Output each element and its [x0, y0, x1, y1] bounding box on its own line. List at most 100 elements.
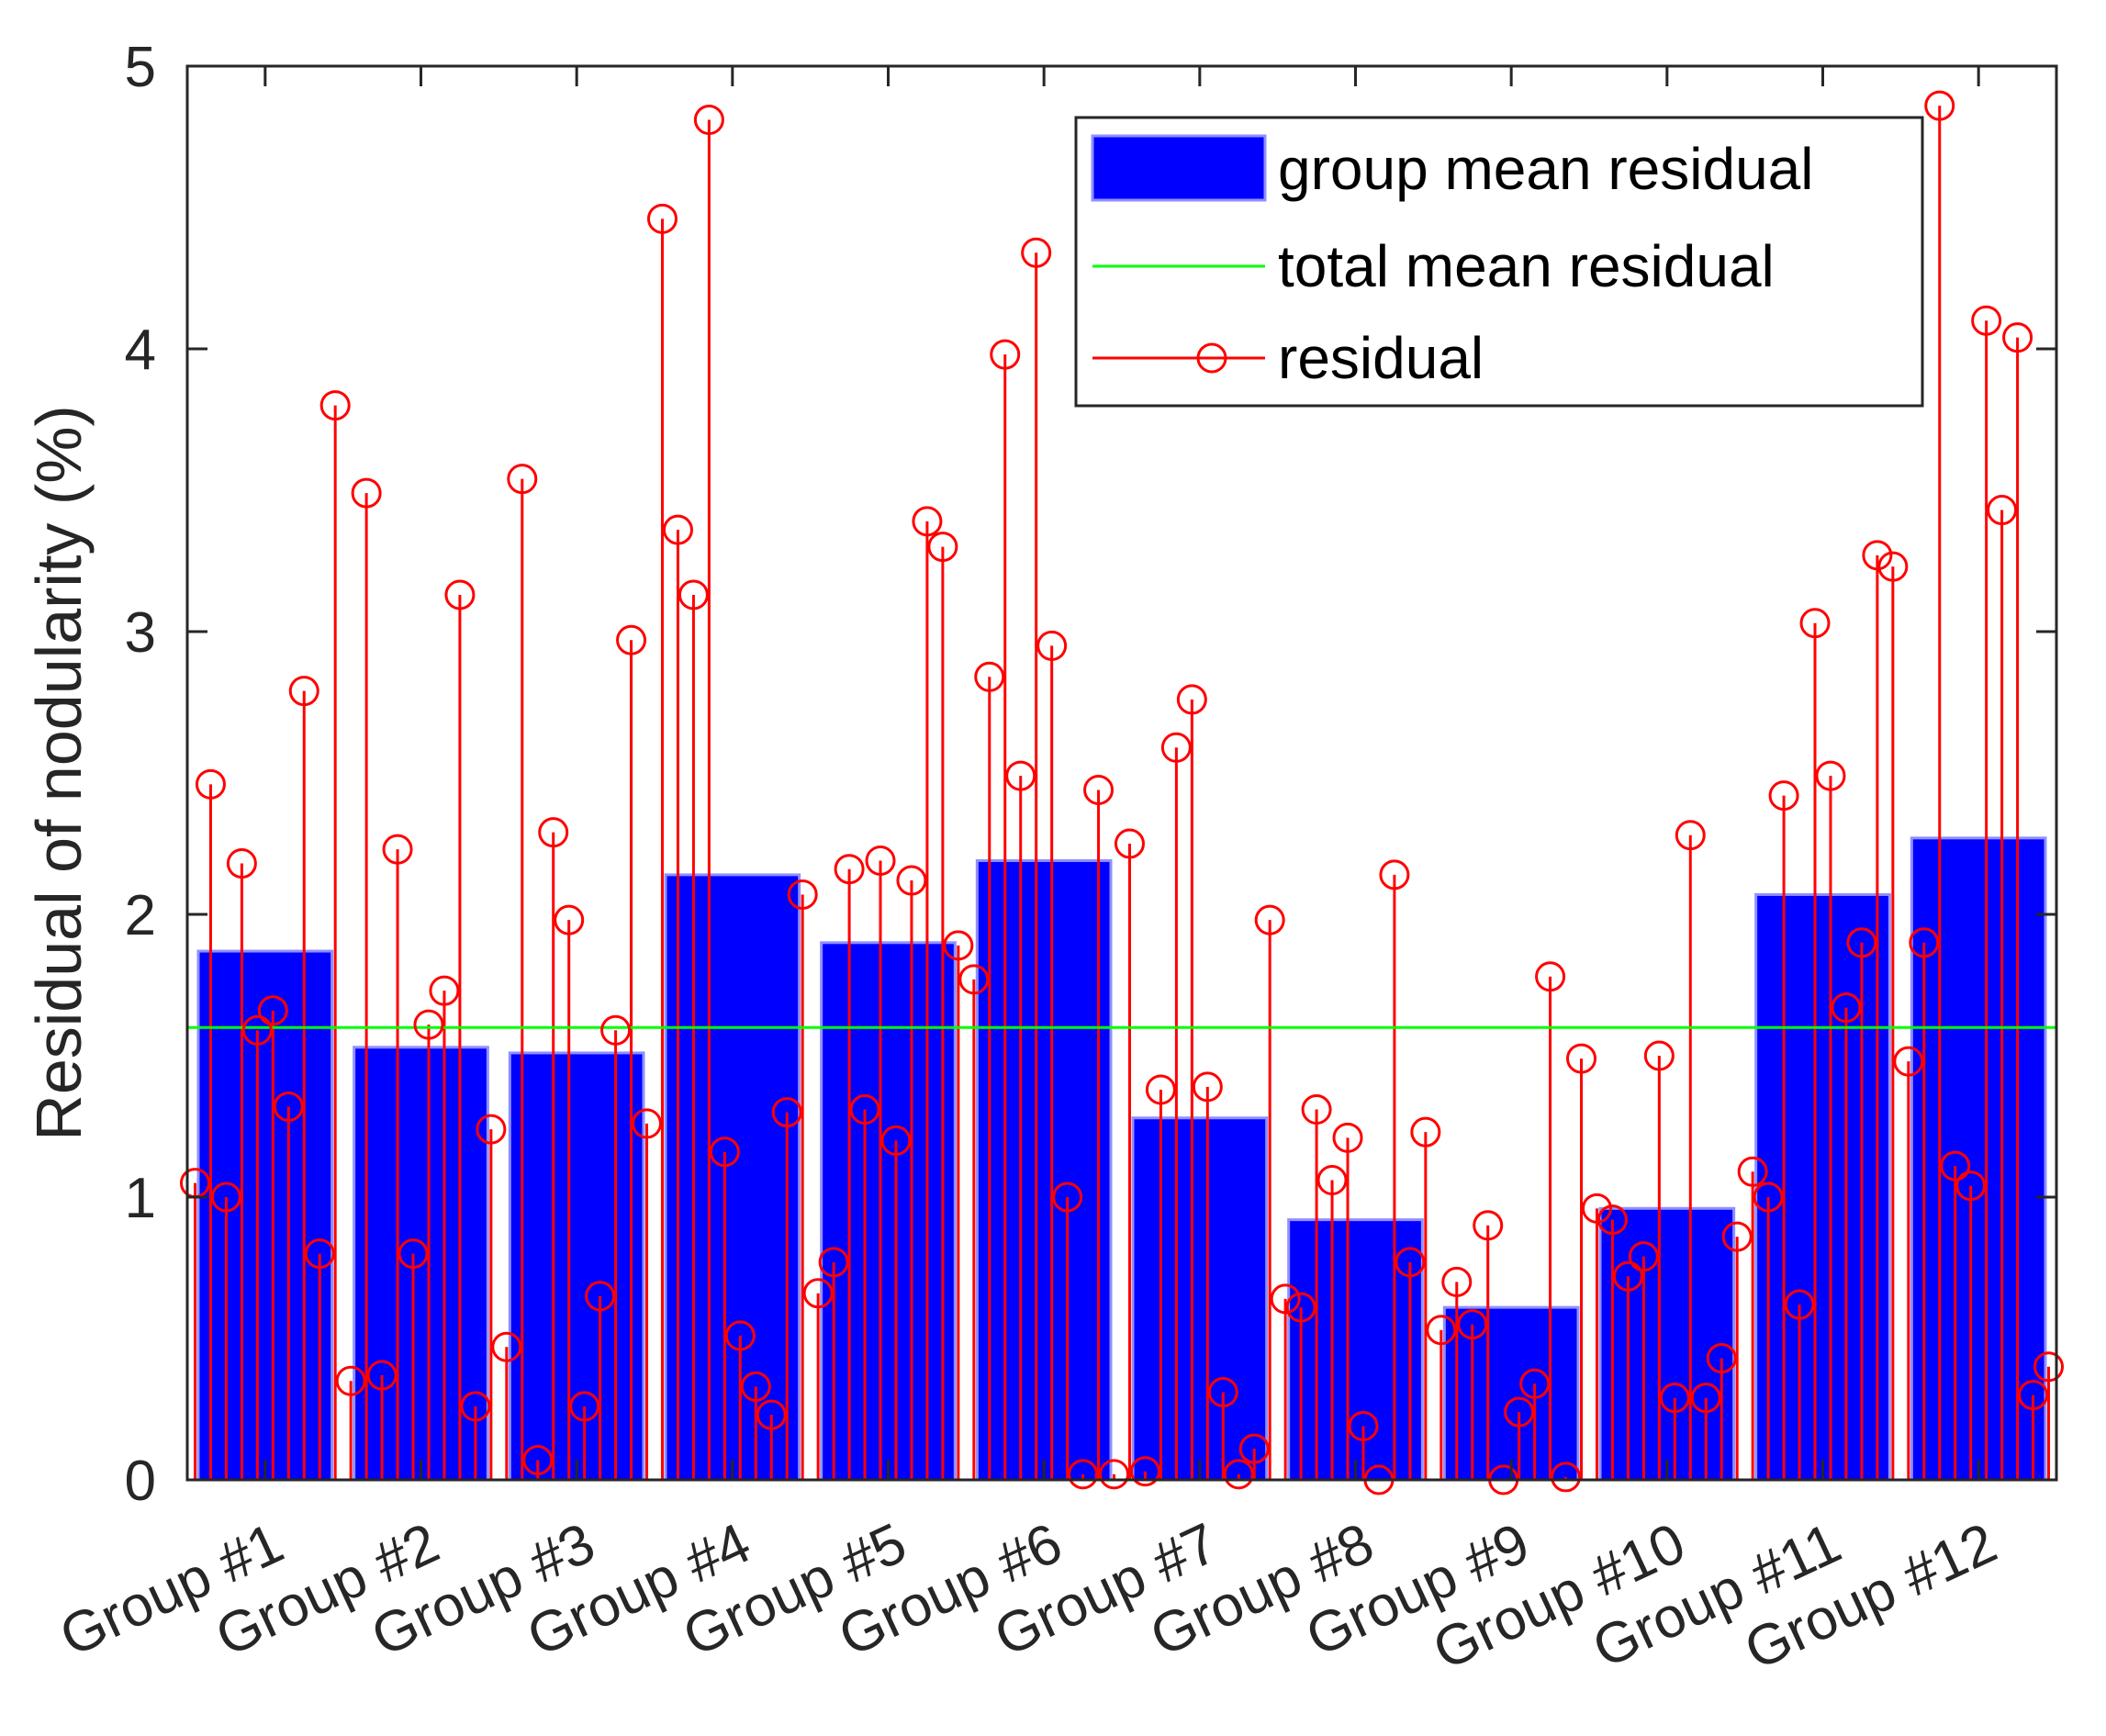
- legend-label-group-mean: group mean residual: [1278, 136, 1813, 202]
- residual-marker-g11-7: [1831, 992, 1862, 1024]
- residual-marker-g12-6: [1971, 305, 2002, 336]
- residual-marker-g10-7: [1675, 820, 1706, 851]
- bar-group-9: [1442, 1305, 1580, 1482]
- residual-marker-g7-8: [1223, 1459, 1254, 1490]
- bar-group-1: [196, 949, 334, 1482]
- residual-marker-g3-6: [569, 1391, 600, 1422]
- residual-marker-g12-8: [2002, 322, 2033, 353]
- residual-marker-g4-4: [693, 105, 724, 136]
- residual-marker-g12-5: [1955, 1170, 1987, 1202]
- residual-marker-g12-9: [2018, 1380, 2049, 1411]
- residual-marker-g6-5: [1021, 237, 1052, 268]
- residual-marker-g10-4: [1628, 1241, 1659, 1272]
- residual-marker-g11-4: [1784, 1289, 1815, 1320]
- residual-marker-g11-6: [1815, 760, 1846, 791]
- residual-marker-g4-10: [787, 879, 818, 910]
- residual-marker-g6-6: [1036, 630, 1068, 661]
- residual-marker-g7-2: [1129, 1456, 1160, 1487]
- residual-marker-g8-9: [1395, 1247, 1426, 1278]
- residual-marker-g2-7: [429, 975, 460, 1006]
- residual-marker-g7-4: [1160, 732, 1192, 763]
- residual-marker-g1-4: [226, 848, 257, 879]
- residual-marker-g5-3: [834, 854, 865, 885]
- residual-marker-g8-4: [1316, 1165, 1348, 1196]
- residual-marker-g12-7: [1987, 495, 2018, 526]
- residual-marker-g2-2: [351, 477, 382, 509]
- residual-marker-g1-8: [288, 676, 319, 707]
- residual-marker-g9-1: [1426, 1315, 1457, 1346]
- residual-marker-g5-6: [880, 1125, 912, 1156]
- residual-marker-g6-10: [1099, 1459, 1130, 1490]
- residual-marker-g1-5: [241, 1014, 273, 1046]
- residual-marker-g9-8: [1535, 961, 1566, 992]
- residual-marker-g3-9: [616, 624, 647, 655]
- residual-marker-g5-1: [802, 1278, 834, 1309]
- residual-marker-g11-1: [1737, 1156, 1768, 1187]
- residual-marker-g7-5: [1176, 684, 1207, 715]
- residual-marker-g11-3: [1768, 780, 1799, 812]
- residual-marker-g10-9: [1706, 1343, 1737, 1374]
- residual-marker-g11-8: [1846, 927, 1877, 958]
- bar-group-8: [1287, 1218, 1424, 1482]
- residual-marker-g2-3: [366, 1360, 398, 1391]
- residual-marker-g5-10: [943, 930, 974, 961]
- residual-marker-g6-2: [974, 661, 1005, 692]
- residual-marker-g4-3: [678, 579, 709, 610]
- y-tick-label-0: 0: [125, 1450, 156, 1513]
- residual-marker-g10-8: [1690, 1383, 1721, 1414]
- residual-marker-g12-10: [2033, 1351, 2065, 1383]
- residual-marker-g3-3: [522, 1444, 554, 1475]
- residual-marker-g4-9: [771, 1097, 802, 1128]
- residual-marker-g11-2: [1753, 1182, 1784, 1213]
- residual-marker-g4-7: [740, 1371, 771, 1402]
- residual-marker-g7-10: [1254, 904, 1285, 935]
- residual-marker-g6-7: [1052, 1182, 1083, 1213]
- legend: group mean residual total mean residual …: [1074, 116, 1924, 408]
- residual-marker-g4-1: [646, 203, 678, 234]
- residual-marker-g2-9: [460, 1391, 491, 1422]
- bar-group-10: [1598, 1206, 1736, 1482]
- y-axis-ticks: 0 1 2 3 4 5: [125, 36, 2056, 1513]
- residual-marker-g1-10: [319, 390, 351, 421]
- residual-marker-g2-8: [444, 579, 476, 610]
- residual-marker-g10-10: [1721, 1221, 1753, 1252]
- residual-marker-g6-8: [1068, 1459, 1099, 1490]
- residual-marker-g3-2: [507, 464, 538, 495]
- residual-marker-g1-9: [304, 1238, 335, 1270]
- residual-marker-g7-7: [1207, 1377, 1238, 1408]
- residual-marker-g5-8: [912, 506, 943, 537]
- residual-marker-g6-1: [958, 964, 990, 995]
- residual-marker-g8-10: [1410, 1116, 1441, 1148]
- residual-marker-g5-2: [818, 1247, 849, 1278]
- residual-marker-g4-6: [724, 1320, 756, 1351]
- residual-marker-g9-9: [1551, 1462, 1582, 1493]
- legend-label-residual: residual: [1278, 325, 1484, 391]
- residual-marker-g7-3: [1145, 1074, 1176, 1105]
- residual-marker-g2-4: [382, 834, 413, 865]
- residual-marker-g11-10: [1877, 551, 1909, 582]
- y-tick-label-2: 2: [125, 884, 156, 947]
- bar-group-5: [820, 941, 957, 1482]
- residual-marker-g12-4: [1940, 1150, 1971, 1182]
- y-tick-label-4: 4: [125, 319, 156, 382]
- residual-marker-g8-8: [1379, 859, 1410, 890]
- y-tick-label-5: 5: [125, 36, 156, 99]
- residual-marker-g2-6: [413, 1009, 444, 1040]
- residual-marker-g6-3: [990, 339, 1021, 370]
- plot-area: [179, 90, 2065, 1495]
- residual-marker-g9-7: [1519, 1368, 1551, 1399]
- bar-group-12: [1910, 836, 2047, 1482]
- residual-marker-g3-10: [632, 1108, 663, 1139]
- residual-marker-g10-3: [1612, 1260, 1643, 1292]
- residual-marker-g9-10: [1566, 1043, 1597, 1074]
- residual-marker-g3-8: [600, 1014, 632, 1046]
- residual-marker-g8-1: [1270, 1283, 1301, 1315]
- residual-marker-g5-4: [849, 1094, 880, 1126]
- residual-marker-g10-6: [1659, 1383, 1690, 1414]
- residual-marker-g3-7: [585, 1281, 616, 1312]
- residual-marker-g1-3: [210, 1182, 241, 1213]
- residual-marker-g2-10: [476, 1114, 507, 1145]
- axes-box: [185, 64, 2058, 1482]
- residual-marker-g3-5: [554, 904, 585, 935]
